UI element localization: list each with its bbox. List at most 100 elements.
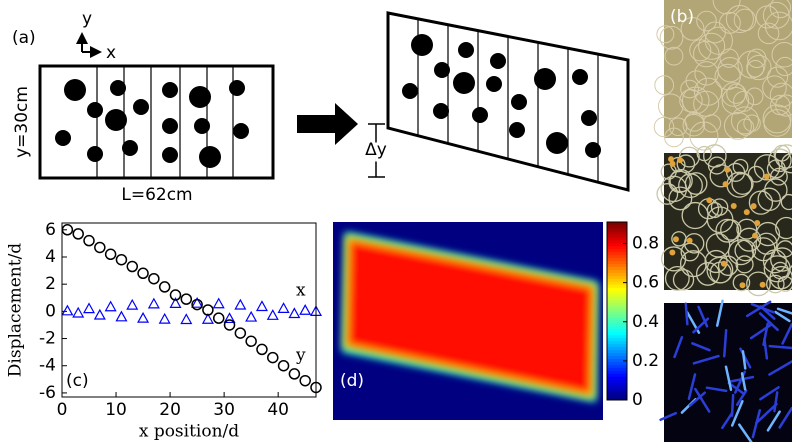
rod xyxy=(686,304,688,324)
y-tick-label: 6 xyxy=(45,220,56,240)
y-tick-label: -4 xyxy=(39,356,56,376)
axis-label: y xyxy=(82,9,92,29)
grain xyxy=(433,103,449,119)
grain xyxy=(511,94,527,110)
grain xyxy=(572,69,588,85)
dimension-label: Δy xyxy=(365,140,387,160)
triangle-marker xyxy=(279,303,289,312)
x-tick-label: 40 xyxy=(267,400,289,420)
grain xyxy=(472,107,488,123)
colorbar-tick-label: 0.8 xyxy=(632,234,659,254)
panel-label: (c) xyxy=(66,371,89,391)
triangle-marker xyxy=(289,309,299,318)
stress-spot xyxy=(669,250,675,256)
figure: (a) y x y=30cm L=62cm Δy -6-4-2024601020… xyxy=(0,0,792,442)
grain xyxy=(133,99,149,115)
triangle-marker xyxy=(138,313,148,322)
triangle-marker xyxy=(106,302,116,311)
stress-spot xyxy=(754,220,760,226)
circle-marker xyxy=(95,242,105,252)
stress-spot xyxy=(687,238,693,244)
circle-marker xyxy=(181,294,191,304)
circle-marker xyxy=(289,369,299,379)
triangle-marker xyxy=(116,312,126,321)
circle-marker xyxy=(300,376,310,386)
colorbar-tick-label: 0.4 xyxy=(632,312,659,332)
grain xyxy=(189,86,211,108)
triangle-marker xyxy=(246,312,256,321)
grain xyxy=(55,130,71,146)
triangle-marker xyxy=(62,306,72,315)
triangle-marker xyxy=(235,300,245,309)
axis-label: x xyxy=(106,43,116,63)
stress-spot xyxy=(744,209,750,215)
grain xyxy=(402,83,418,99)
circle-marker xyxy=(138,268,148,278)
triangle-marker xyxy=(84,304,94,313)
triangle-marker xyxy=(257,301,267,310)
stress-spot xyxy=(677,157,683,163)
grain xyxy=(87,102,103,118)
grain xyxy=(162,118,178,134)
y-axis-label: Displacement/d xyxy=(6,243,26,378)
grain xyxy=(458,42,474,58)
circle-marker xyxy=(160,282,170,292)
colorbar-tick-label: 0.6 xyxy=(632,273,659,293)
dimension-label: y=30cm xyxy=(12,86,32,158)
circle-marker xyxy=(127,262,137,272)
triangle-marker xyxy=(95,310,105,319)
series-label: x xyxy=(296,281,306,301)
grain xyxy=(64,79,86,101)
photo-panels xyxy=(654,0,792,442)
y-tick-label: 0 xyxy=(45,301,56,321)
grain xyxy=(581,110,597,126)
stress-spot xyxy=(740,282,746,288)
grain xyxy=(110,80,126,96)
triangle-marker xyxy=(300,305,310,314)
stress-spot xyxy=(673,236,679,242)
stress-spot xyxy=(721,261,727,267)
grain xyxy=(486,76,502,92)
grain xyxy=(194,118,210,134)
stress-spot xyxy=(752,233,758,239)
triangle-marker xyxy=(73,308,83,317)
circle-marker xyxy=(106,249,116,259)
circle-marker xyxy=(268,353,278,363)
triangle-marker xyxy=(268,310,278,319)
grain xyxy=(509,122,525,138)
grain xyxy=(411,34,433,56)
grain xyxy=(490,53,506,69)
stress-spot xyxy=(764,173,770,179)
grain xyxy=(233,123,249,139)
triangle-marker xyxy=(127,300,137,309)
circle-marker xyxy=(257,344,267,354)
circle-marker xyxy=(149,274,159,284)
circle-marker xyxy=(246,336,256,346)
grain xyxy=(87,146,103,162)
triangle-marker xyxy=(160,314,170,323)
x-tick-label: 30 xyxy=(213,400,235,420)
dimension-label: L=62cm xyxy=(121,185,192,205)
grain xyxy=(199,146,221,168)
grain xyxy=(229,80,245,96)
circle-marker xyxy=(214,313,224,323)
y-tick-label: 4 xyxy=(45,247,56,267)
x-tick-label: 20 xyxy=(159,400,181,420)
grain xyxy=(122,140,138,156)
panel-label: (a) xyxy=(12,28,36,48)
stress-spot xyxy=(751,203,757,209)
y-tick-label: -2 xyxy=(39,329,56,349)
y-tick-label: 2 xyxy=(45,274,56,294)
circle-marker xyxy=(73,229,83,239)
grain xyxy=(546,132,568,154)
grain xyxy=(162,147,178,163)
circle-marker xyxy=(279,361,289,371)
stress-spot xyxy=(706,197,712,203)
x-tick-label: 10 xyxy=(105,400,127,420)
arrow xyxy=(297,103,358,145)
colorbar-tick-label: 0 xyxy=(632,390,643,410)
grain xyxy=(434,62,450,78)
circle-marker xyxy=(235,328,245,338)
circle-marker xyxy=(116,255,126,265)
panel-label: (d) xyxy=(340,371,364,391)
